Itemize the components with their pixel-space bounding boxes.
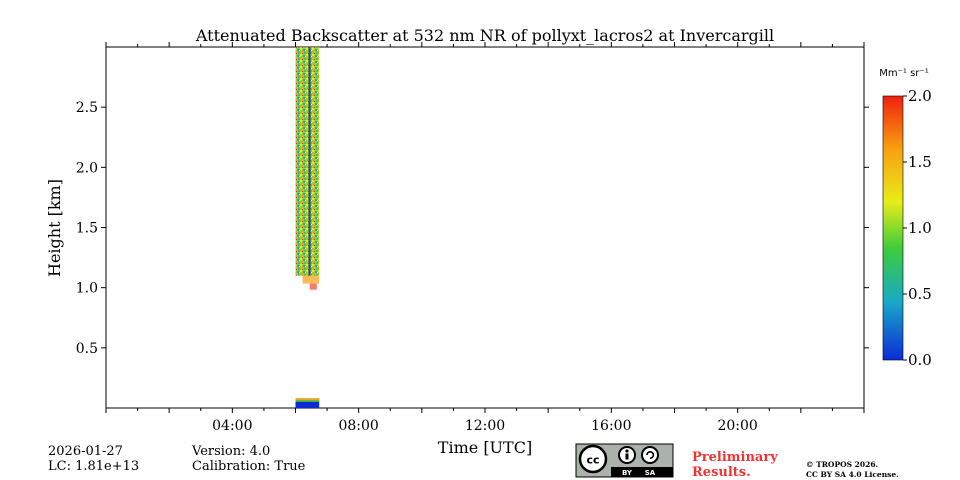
colorbar-unit-label: Mm⁻¹ sr⁻¹	[879, 68, 928, 79]
y-tick-label: 1.0	[76, 281, 98, 297]
cc-icon-text: cc	[586, 454, 599, 467]
copyright-line2: CC BY SA 4.0 License.	[806, 470, 899, 479]
footer-version: Version: 4.0	[191, 444, 270, 459]
chart-title: Attenuated Backscatter at 532 nm NR of p…	[195, 26, 774, 45]
data-block-upper-profile	[295, 47, 320, 290]
colorbar-tick-label: 1.5	[908, 153, 932, 171]
plot-area	[105, 46, 865, 409]
cc-icon	[578, 444, 608, 474]
colorbar-tick-label: 2.0	[908, 87, 932, 105]
y-tick-label: 1.5	[76, 221, 98, 237]
y-axis-label: Height [km]	[45, 179, 64, 277]
x-tick-label: 04:00	[212, 418, 252, 434]
copyright-line1: © TROPOS 2026.	[806, 460, 878, 469]
footer-lc: LC: 1.81e+13	[48, 459, 139, 474]
x-tick-label: 12:00	[465, 418, 505, 434]
y-tick-label: 0.5	[76, 341, 98, 357]
sa-icon	[641, 446, 659, 464]
colorbar-tick-label: 0.5	[908, 285, 932, 303]
colorbar	[882, 95, 904, 361]
y-tick-label: 2.0	[76, 160, 98, 176]
colorbar-tick-label: 1.0	[908, 219, 932, 237]
y-tick-label: 2.5	[76, 100, 98, 116]
x-tick-label: 08:00	[338, 418, 378, 434]
footer-calibration: Calibration: True	[192, 459, 306, 474]
data-layer	[295, 47, 320, 408]
x-tick-label: 20:00	[717, 418, 757, 434]
colorbar-ticks: 0.0 0.5 1.0 1.5 2.0	[903, 87, 932, 369]
data-block-lower-overlap	[295, 398, 320, 408]
by-label: BY	[622, 469, 633, 477]
cc-license-badge: cc BY SA	[575, 443, 674, 478]
x-axis-label: Time [UTC]	[438, 438, 532, 457]
footer-date: 2026-01-27	[48, 444, 123, 459]
preliminary-line1: Preliminary	[692, 450, 778, 465]
tick-layer: 04:00 08:00 12:00 16:00 20:00 0.5 1.0 1.5 2.0 2.5	[76, 42, 869, 434]
preliminary-line2: Results.	[692, 465, 751, 480]
sa-label: SA	[645, 469, 656, 477]
colorbar-tick-label: 0.0	[908, 351, 932, 369]
x-tick-label: 16:00	[591, 418, 631, 434]
